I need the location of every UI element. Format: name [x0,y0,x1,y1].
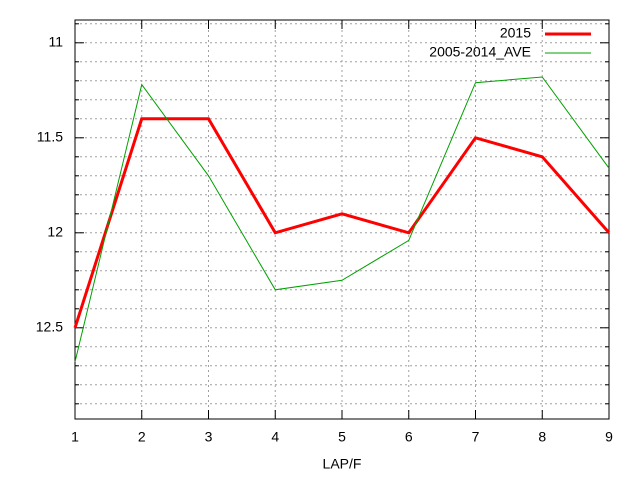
x-tick-label: 8 [538,429,546,445]
y-tick-label: 11.5 [37,129,63,145]
x-tick-label: 4 [271,429,279,445]
y-tick-label: 11 [48,34,63,50]
series-line [74,76,610,363]
y-tick-label: 12 [47,224,63,240]
x-tick-label: 7 [472,429,480,445]
x-tick-label: 5 [338,429,346,445]
legend-label: 2015 [500,25,531,41]
plot-border [74,19,610,420]
x-tick-label: 1 [71,429,79,445]
x-tick-label: 6 [405,429,413,445]
x-tick-label: 9 [605,429,613,445]
x-axis-label: LAP/F [323,456,362,472]
x-tick-label: 2 [138,429,146,445]
x-tick-label: 3 [205,429,213,445]
series-line [73,117,611,329]
y-tick-label: 12.5 [36,319,63,335]
legend-label: 2005-2014_AVE [429,44,531,60]
